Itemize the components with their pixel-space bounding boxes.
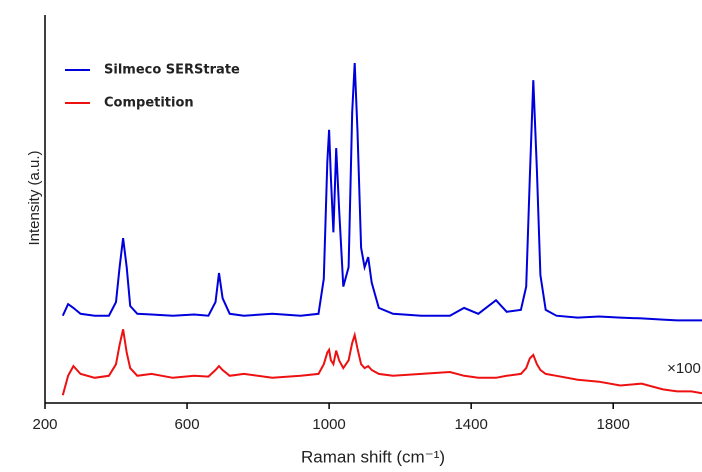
series-line (61, 329, 702, 396)
legend-label: Competition (104, 96, 194, 111)
series-line (61, 63, 702, 322)
annotation: ×100 (667, 360, 701, 377)
x-tick-label: 1000 (312, 416, 345, 433)
x-tick-label: 200 (32, 416, 57, 433)
y-axis-label: Intensity (a.u.) (26, 150, 43, 245)
x-axis-label: Raman shift (cm⁻¹) (301, 447, 445, 466)
x-tick-label: 600 (175, 416, 200, 433)
x-tick-label: 1800 (597, 416, 630, 433)
legend-label: Silmeco SERStrate (104, 63, 240, 78)
x-tick-label: 1400 (454, 416, 487, 433)
